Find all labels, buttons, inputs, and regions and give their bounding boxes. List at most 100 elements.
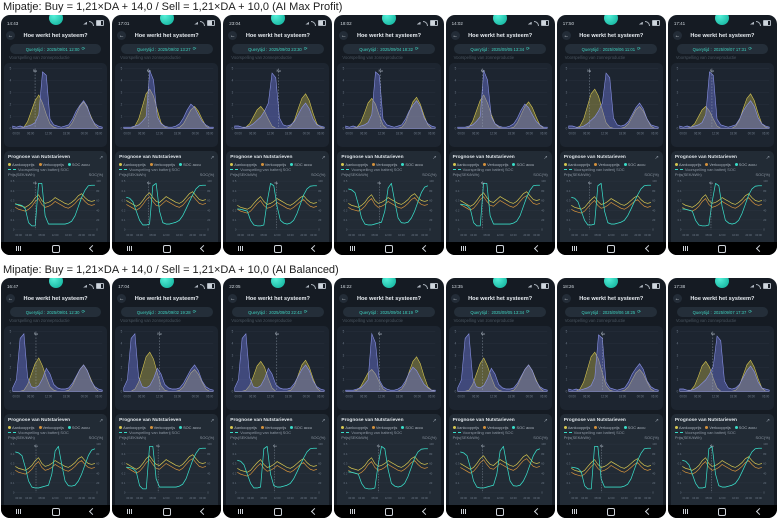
home-button[interactable] — [273, 507, 282, 516]
back-button[interactable]: ← — [6, 31, 15, 40]
home-button[interactable] — [51, 244, 60, 253]
back-button[interactable]: ← — [228, 294, 238, 303]
nav-back-button[interactable] — [88, 507, 96, 516]
expand-icon[interactable]: ↗ — [321, 417, 326, 424]
home-button[interactable] — [273, 244, 282, 253]
legend-item-soc[interactable]: SOC accu — [179, 425, 201, 430]
expand-icon[interactable]: ↗ — [765, 154, 770, 161]
query-time-pill[interactable]: Querytijd : 2025/09/04 18:19 ⟳ — [343, 307, 435, 317]
legend-item-buy[interactable]: Aankoopprijs — [341, 425, 368, 430]
legend-item-buy[interactable]: Aankoopprijs — [563, 162, 590, 167]
refresh-icon[interactable]: ⟳ — [748, 309, 753, 314]
recents-button[interactable] — [460, 509, 466, 514]
expand-icon[interactable]: ↗ — [654, 154, 659, 161]
legend-item-soc[interactable]: SOC accu — [623, 425, 645, 430]
legend-item-sell[interactable]: Verkoopprijs — [149, 162, 175, 167]
legend-item-soc[interactable]: SOC accu — [623, 162, 645, 167]
legend-item-sell[interactable]: Verkoopprijs — [149, 425, 175, 430]
legend-item-buy[interactable]: Aankoopprijs — [8, 162, 35, 167]
expand-icon[interactable]: ↗ — [98, 417, 104, 424]
legend-item-sell[interactable]: Verkoopprijs — [260, 425, 286, 430]
refresh-icon[interactable]: ⟳ — [526, 46, 530, 51]
nav-back-button[interactable] — [311, 507, 319, 516]
legend-item-sell[interactable]: Verkoopprijs — [483, 162, 508, 167]
recents-button[interactable] — [571, 509, 577, 514]
query-time-pill[interactable]: Querytijd : 2025/09/02 13:27 ⟳ — [120, 44, 213, 54]
expand-icon[interactable]: ↗ — [98, 154, 104, 161]
back-button[interactable]: ← — [117, 31, 127, 40]
expand-icon[interactable]: ↗ — [210, 417, 215, 424]
legend-item-buy[interactable]: Aankoopprijs — [674, 162, 701, 167]
nav-back-button[interactable] — [200, 244, 208, 253]
refresh-icon[interactable]: ⟳ — [303, 309, 308, 314]
query-time-pill[interactable]: Querytijd : 2025/09/07 17:37 ⟳ — [676, 307, 769, 317]
legend-item-buy[interactable]: Aankoopprijs — [230, 425, 257, 430]
expand-icon[interactable]: ↗ — [432, 154, 437, 161]
nav-back-button[interactable] — [644, 507, 652, 516]
back-button[interactable]: ← — [339, 31, 349, 40]
refresh-icon[interactable]: ⟳ — [637, 309, 642, 314]
recents-button[interactable] — [683, 509, 689, 514]
legend-item-soc[interactable]: SOC accu — [290, 425, 312, 430]
recents-button[interactable] — [238, 246, 244, 251]
query-time-pill[interactable]: Querytijd : 2025/09/05 13:34 ⟳ — [454, 307, 546, 317]
legend-item-soc[interactable]: SOC accu — [512, 425, 534, 430]
query-time-pill[interactable]: Querytijd : 2025/09/06 11:01 ⟳ — [565, 44, 658, 54]
home-button[interactable] — [162, 244, 171, 253]
legend-item-buy[interactable]: Aankoopprijs — [563, 425, 590, 430]
legend-item-soc[interactable]: SOC accu — [734, 162, 757, 167]
recents-button[interactable] — [460, 246, 466, 251]
query-time-pill[interactable]: Querytijd : 2025/09/03 23:30 ⟳ — [232, 44, 324, 54]
expand-icon[interactable]: ↗ — [543, 417, 548, 424]
legend-item-sell[interactable]: Verkoopprijs — [260, 162, 286, 167]
back-button[interactable]: ← — [228, 31, 238, 40]
refresh-icon[interactable]: ⟳ — [414, 309, 419, 314]
home-button[interactable] — [162, 507, 171, 516]
legend-item-sell[interactable]: Verkoopprijs — [594, 162, 620, 167]
expand-icon[interactable]: ↗ — [432, 417, 437, 424]
query-time-pill[interactable]: Querytijd : 2025/09/04 18:32 ⟳ — [343, 44, 435, 54]
home-button[interactable] — [607, 507, 616, 516]
query-time-pill[interactable]: Querytijd : 2025/09/03 22:43 ⟳ — [232, 307, 324, 317]
nav-back-button[interactable] — [311, 244, 319, 253]
recents-button[interactable] — [238, 509, 244, 514]
recents-button[interactable] — [571, 246, 577, 251]
legend-item-buy[interactable]: Aankoopprijs — [119, 425, 146, 430]
legend-item-soc[interactable]: SOC accu — [67, 162, 90, 167]
refresh-icon[interactable]: ⟳ — [81, 309, 86, 314]
legend-item-sell[interactable]: Verkoopprijs — [594, 425, 620, 430]
query-time-pill[interactable]: Querytijd : 2025/09/01 12:30 ⟳ — [9, 307, 102, 317]
refresh-icon[interactable]: ⟳ — [748, 46, 753, 51]
expand-icon[interactable]: ↗ — [210, 154, 215, 161]
recents-button[interactable] — [683, 246, 689, 251]
home-button[interactable] — [607, 244, 616, 253]
back-button[interactable]: ← — [561, 294, 571, 303]
nav-back-button[interactable] — [533, 244, 541, 253]
legend-item-soc[interactable]: SOC accu — [401, 425, 423, 430]
legend-item-soc[interactable]: SOC accu — [734, 425, 757, 430]
expand-icon[interactable]: ↗ — [654, 417, 659, 424]
legend-item-buy[interactable]: Aankoopprijs — [119, 162, 146, 167]
home-button[interactable] — [384, 507, 393, 516]
expand-icon[interactable]: ↗ — [543, 154, 548, 161]
recents-button[interactable] — [127, 509, 133, 514]
legend-item-sell[interactable]: Verkoopprijs — [371, 162, 397, 167]
legend-item-buy[interactable]: Aankoopprijs — [8, 425, 35, 430]
home-button[interactable] — [718, 507, 727, 516]
recents-button[interactable] — [349, 509, 355, 514]
refresh-icon[interactable]: ⟳ — [81, 46, 86, 51]
legend-item-sell[interactable]: Verkoopprijs — [38, 425, 64, 430]
home-button[interactable] — [496, 244, 505, 253]
nav-back-button[interactable] — [644, 244, 652, 253]
query-time-pill[interactable]: Querytijd : 2025/09/07 17:31 ⟳ — [676, 44, 769, 54]
home-button[interactable] — [718, 244, 727, 253]
expand-icon[interactable]: ↗ — [321, 154, 326, 161]
query-time-pill[interactable]: Querytijd : 2025/09/05 13:34 ⟳ — [454, 44, 546, 54]
back-button[interactable]: ← — [672, 294, 682, 303]
recents-button[interactable] — [127, 246, 133, 251]
nav-back-button[interactable] — [422, 507, 430, 516]
legend-item-sell[interactable]: Verkoopprijs — [705, 425, 731, 430]
legend-item-buy[interactable]: Aankoopprijs — [452, 425, 479, 430]
recents-button[interactable] — [16, 509, 22, 514]
legend-item-buy[interactable]: Aankoopprijs — [341, 162, 368, 167]
